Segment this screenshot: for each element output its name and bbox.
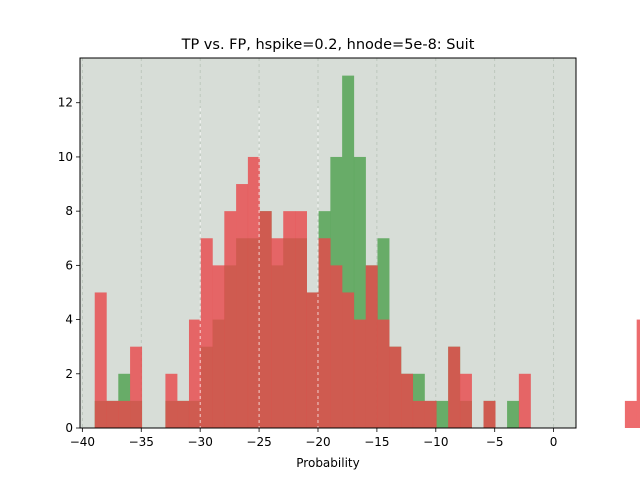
series-1-bar-0 (94, 292, 107, 428)
plot-frame (79, 57, 577, 429)
series-0-bar-29 (436, 400, 449, 428)
y-tick-label-6: 12 (58, 96, 73, 110)
series-1-bar-7 (177, 400, 190, 428)
x-tick-label-3: −25 (246, 435, 271, 449)
series-1-bar-24 (377, 319, 390, 428)
series-1-bar-16 (283, 211, 296, 428)
series-1-bar-46 (636, 319, 640, 428)
median-lines (199, 108, 319, 428)
series-1-bar-27 (412, 400, 425, 428)
series-1-bar-17 (295, 211, 307, 428)
series-1-bar-31 (459, 373, 472, 428)
y-tick-label-0: 0 (65, 421, 73, 435)
x-tick-label-6: −10 (423, 435, 448, 449)
series-1-bar-33 (483, 400, 496, 428)
series-1-bar-8 (188, 319, 201, 428)
series-1-bar-22 (353, 319, 366, 428)
series-1-bar-30 (448, 346, 461, 428)
y-tick-label-4: 8 (65, 204, 73, 218)
y-tick-label-3: 6 (65, 258, 73, 272)
series-0-bar-21 (342, 75, 355, 428)
y-axis: 0 2 4 6 8 10 12 (58, 96, 80, 435)
x-tick-label-0: −40 (70, 435, 95, 449)
series-1-bar-19 (318, 238, 331, 428)
series-1-bar-11 (224, 211, 237, 428)
x-tick-label-8: 0 (550, 435, 558, 449)
x-axis-label: Probability (296, 456, 359, 470)
series-1-bar-26 (401, 373, 414, 428)
series-1-bar-23 (365, 265, 378, 428)
y-tick-label-1: 2 (65, 367, 73, 381)
x-tick-label-5: −15 (364, 435, 389, 449)
series-1-bar-6 (165, 373, 178, 428)
x-tick-label-7: −5 (486, 435, 504, 449)
y-tick-label-5: 10 (58, 150, 73, 164)
series-1-bar-36 (518, 373, 531, 428)
x-tick-label-2: −30 (188, 435, 213, 449)
series-1-bar-28 (424, 400, 437, 428)
y-tick-label-2: 4 (65, 313, 73, 327)
series-1-bar-13 (247, 156, 260, 428)
series-1-bar-21 (342, 292, 355, 428)
chart-title: TP vs. FP, hspike=0.2, hnode=5e-8: Suit (181, 37, 475, 53)
series-0-bar-22 (353, 156, 366, 428)
series-0-bar-35 (507, 400, 520, 428)
series-1-bar-3 (130, 346, 143, 428)
series-1-bar-12 (236, 184, 249, 428)
x-tick-label-4: −20 (305, 435, 330, 449)
series-1-bar-2 (118, 400, 131, 428)
series-1-bar-10 (212, 265, 225, 428)
series-1-bar-18 (306, 292, 319, 428)
series-1-bar-25 (389, 346, 402, 428)
series-1-bar-1 (106, 400, 119, 428)
series-1-bar-15 (271, 238, 284, 428)
histogram-bars (94, 75, 640, 428)
x-axis: −40 −35 −30 −25 −20 −15 −10 −5 0 (70, 428, 558, 449)
series-1-bar-9 (200, 238, 213, 428)
x-tick-label-1: −35 (129, 435, 154, 449)
series-1-bar-14 (259, 211, 272, 428)
series-1-bar-45 (624, 400, 637, 428)
series-1-bar-20 (330, 265, 343, 428)
